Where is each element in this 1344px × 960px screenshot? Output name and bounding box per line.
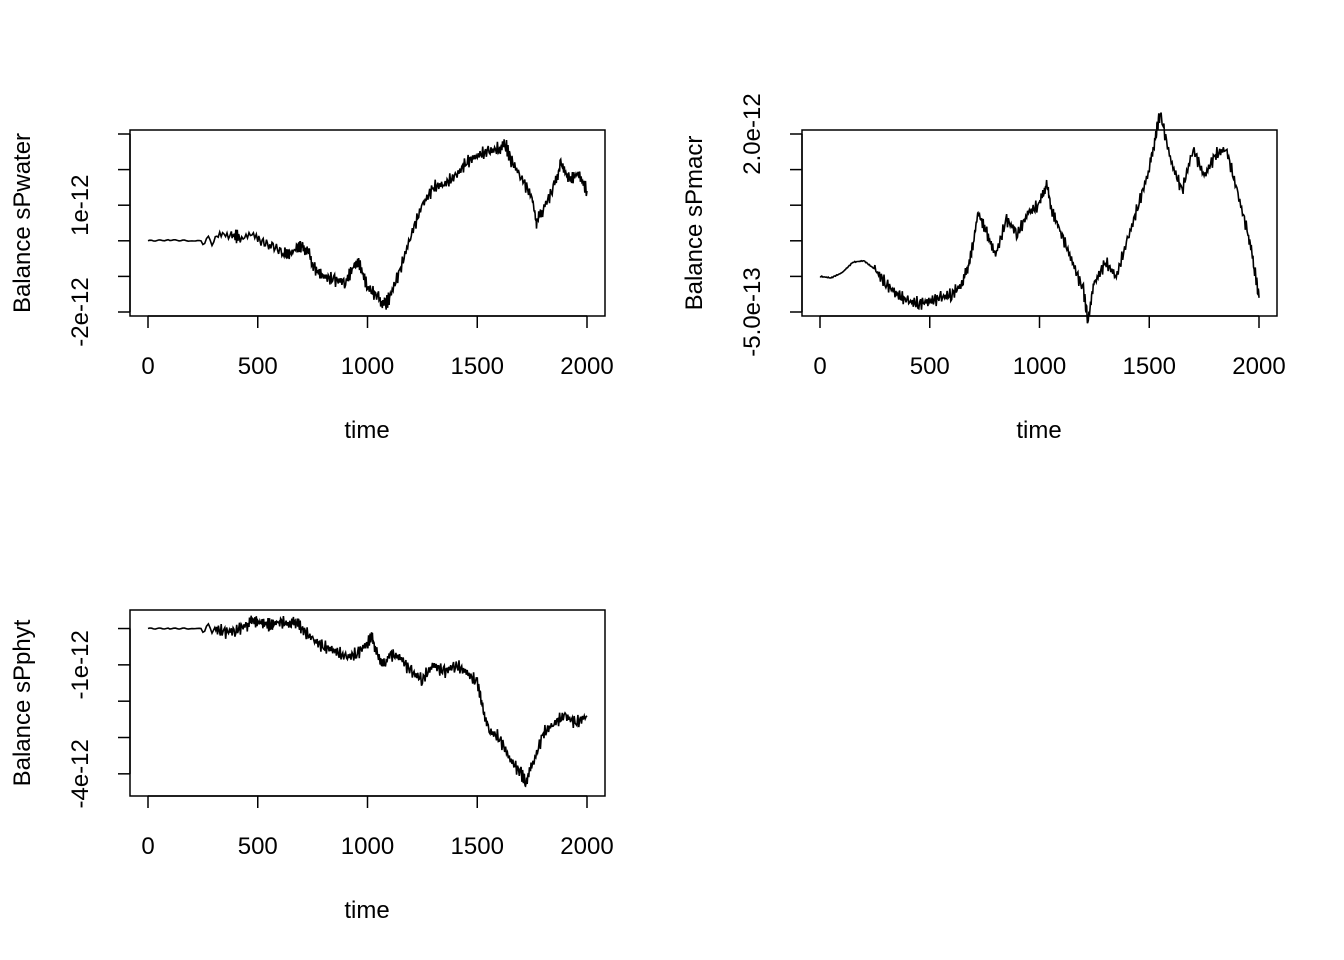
x-axis-label: time — [344, 417, 389, 444]
panel-sPphyt: 0 500 1000 1500 2000 -4e-12 -1e-12 time Balan… — [9, 609, 614, 924]
x-tick-label: 500 — [238, 833, 278, 860]
x-axis-label: time — [344, 897, 389, 924]
x-tick-label: 0 — [141, 353, 154, 380]
x-tick-label: 0 — [813, 353, 826, 380]
x-tick-label: 0 — [141, 833, 154, 860]
y-tick-label: 1e-12 — [67, 175, 94, 236]
x-tick-label: 1500 — [1123, 353, 1176, 380]
plot-box — [801, 129, 1278, 317]
y-tick-label: -1e-12 — [67, 630, 94, 699]
y-tick-label: -2e-12 — [67, 277, 94, 346]
x-tick-label: 2000 — [1232, 353, 1285, 380]
x-tick-label: 1000 — [341, 353, 394, 380]
y-tick-label: -5.0e-13 — [739, 267, 766, 356]
series-line — [819, 112, 1260, 324]
panel-sPwater: 0 500 1000 1500 2000 -2e-12 1e-12 time Balanc… — [9, 129, 614, 444]
x-tick-label: 1000 — [341, 833, 394, 860]
x-tick-label: 1500 — [451, 353, 504, 380]
y-tick-label: 2.0e-12 — [739, 93, 766, 174]
x-tick-label: 500 — [910, 353, 950, 380]
panel-sPmacr: 0 500 1000 1500 2000 -5.0e-13 2.0e-12 time Ba… — [681, 93, 1286, 444]
x-tick-label: 2000 — [560, 353, 613, 380]
x-tick-label: 1000 — [1013, 353, 1066, 380]
series-line — [147, 139, 588, 310]
y-axis-label: Balance sPphyt — [9, 619, 36, 786]
x-tick-label: 1500 — [451, 833, 504, 860]
y-axis-label: Balance sPmacr — [681, 136, 708, 311]
x-axis-label: time — [1016, 417, 1061, 444]
series-line — [147, 615, 588, 788]
y-axis-label: Balance sPwater — [9, 133, 36, 313]
x-tick-label: 2000 — [560, 833, 613, 860]
plot-box — [129, 609, 606, 797]
y-tick-label: -4e-12 — [67, 739, 94, 808]
x-tick-label: 500 — [238, 353, 278, 380]
